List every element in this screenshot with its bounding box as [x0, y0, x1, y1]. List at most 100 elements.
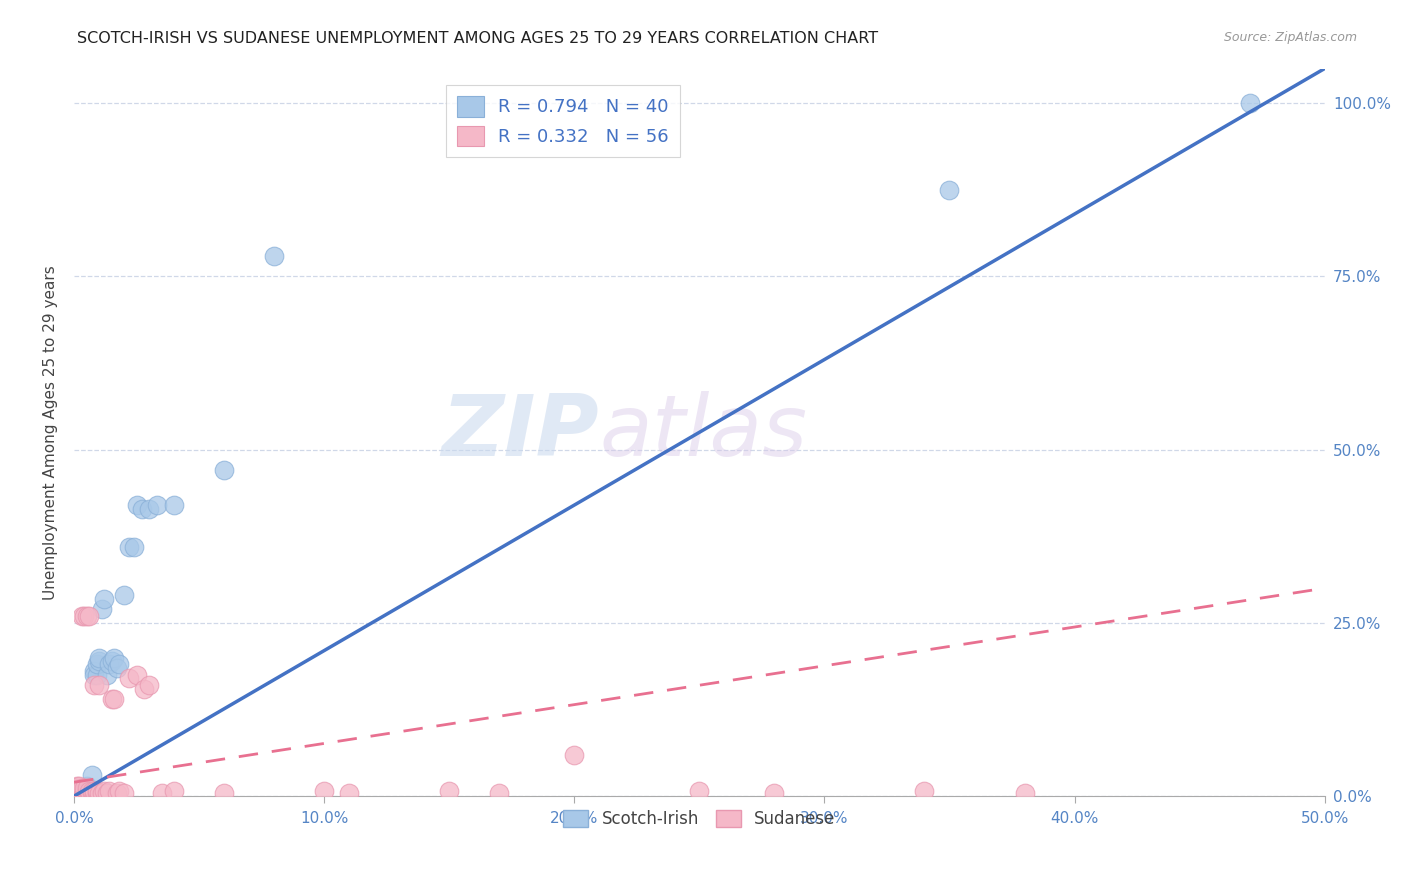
Point — [98, 783, 121, 797]
Point — [87, 678, 110, 692]
Point — [108, 783, 131, 797]
Point — [100, 692, 122, 706]
Point — [134, 681, 156, 696]
Point — [83, 678, 105, 692]
Point — [93, 783, 115, 797]
Point — [96, 786, 118, 800]
Point — [112, 786, 135, 800]
Point — [80, 783, 103, 797]
Point — [86, 786, 108, 800]
Point — [70, 782, 93, 797]
Point — [77, 786, 100, 800]
Point — [65, 779, 87, 793]
Point — [83, 786, 105, 800]
Point — [65, 782, 87, 797]
Point — [87, 654, 110, 668]
Point — [76, 779, 98, 793]
Point — [96, 668, 118, 682]
Point — [70, 780, 93, 795]
Point — [76, 786, 98, 800]
Point — [150, 786, 173, 800]
Point — [145, 498, 167, 512]
Point — [914, 783, 936, 797]
Point — [131, 501, 153, 516]
Point — [77, 782, 100, 797]
Point — [86, 657, 108, 672]
Point — [93, 591, 115, 606]
Point — [80, 786, 103, 800]
Point — [80, 786, 103, 800]
Point — [163, 783, 186, 797]
Legend: Scotch-Irish, Sudanese: Scotch-Irish, Sudanese — [557, 804, 842, 835]
Point — [67, 780, 90, 795]
Point — [103, 650, 125, 665]
Text: SCOTCH-IRISH VS SUDANESE UNEMPLOYMENT AMONG AGES 25 TO 29 YEARS CORRELATION CHAR: SCOTCH-IRISH VS SUDANESE UNEMPLOYMENT AM… — [77, 31, 879, 46]
Point — [86, 668, 108, 682]
Point — [118, 671, 141, 685]
Point — [562, 747, 585, 762]
Point — [314, 783, 336, 797]
Point — [98, 657, 121, 672]
Point — [1014, 786, 1036, 800]
Point — [263, 249, 285, 263]
Point — [76, 783, 98, 797]
Text: ZIP: ZIP — [441, 391, 599, 474]
Point — [67, 783, 90, 797]
Point — [65, 786, 87, 800]
Point — [488, 786, 510, 800]
Point — [138, 678, 160, 692]
Point — [688, 783, 710, 797]
Point — [105, 661, 128, 675]
Point — [67, 786, 90, 800]
Point — [83, 665, 105, 679]
Point — [125, 668, 148, 682]
Point — [73, 782, 96, 797]
Point — [125, 498, 148, 512]
Point — [763, 786, 786, 800]
Point — [76, 780, 98, 795]
Point — [163, 498, 186, 512]
Point — [87, 786, 110, 800]
Text: Source: ZipAtlas.com: Source: ZipAtlas.com — [1223, 31, 1357, 45]
Point — [80, 768, 103, 782]
Point — [76, 786, 98, 800]
Point — [73, 609, 96, 624]
Point — [70, 786, 93, 800]
Point — [83, 783, 105, 797]
Point — [73, 786, 96, 800]
Point — [108, 657, 131, 672]
Point — [70, 609, 93, 624]
Point — [1239, 96, 1261, 111]
Point — [87, 650, 110, 665]
Point — [73, 780, 96, 795]
Y-axis label: Unemployment Among Ages 25 to 29 years: Unemployment Among Ages 25 to 29 years — [44, 265, 58, 599]
Point — [65, 786, 87, 800]
Point — [118, 540, 141, 554]
Point — [439, 783, 461, 797]
Point — [73, 783, 96, 797]
Point — [77, 786, 100, 800]
Point — [105, 786, 128, 800]
Point — [70, 783, 93, 797]
Point — [67, 782, 90, 797]
Point — [90, 602, 112, 616]
Point — [90, 786, 112, 800]
Point — [67, 786, 90, 800]
Point — [212, 463, 235, 477]
Point — [112, 588, 135, 602]
Point — [938, 183, 960, 197]
Point — [103, 692, 125, 706]
Point — [83, 668, 105, 682]
Point — [73, 786, 96, 800]
Point — [76, 609, 98, 624]
Text: atlas: atlas — [599, 391, 807, 474]
Point — [100, 654, 122, 668]
Point — [212, 786, 235, 800]
Point — [67, 779, 90, 793]
Point — [65, 782, 87, 797]
Point — [86, 783, 108, 797]
Point — [77, 609, 100, 624]
Point — [337, 786, 360, 800]
Point — [77, 783, 100, 797]
Point — [122, 540, 145, 554]
